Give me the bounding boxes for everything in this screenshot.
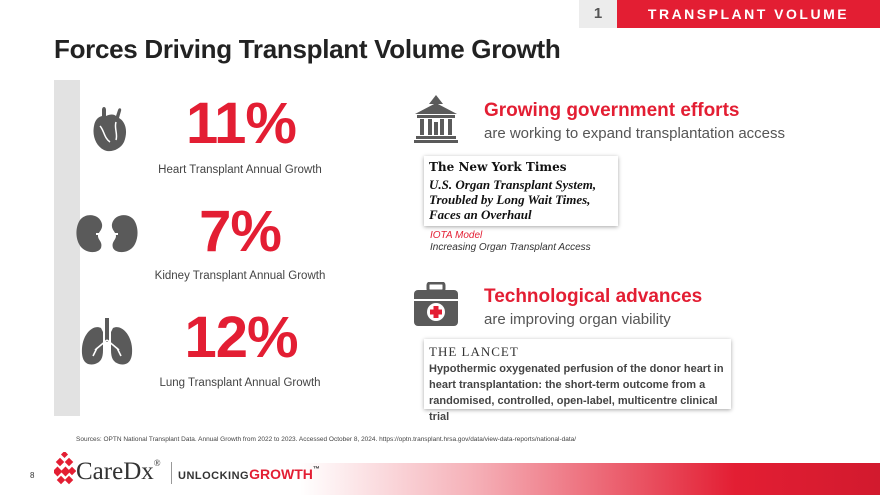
nyt-masthead: The New York Times <box>429 160 567 174</box>
kidney-growth-value: 7% <box>199 199 282 264</box>
page-title: Forces Driving Transplant Volume Growth <box>54 34 561 64</box>
kidney-icon <box>74 212 140 254</box>
technology-subheading: are improving organ viability <box>484 311 671 328</box>
sources-note: Sources: OPTN National Transplant Data. … <box>76 436 577 443</box>
logo-divider <box>171 462 172 484</box>
heart-icon <box>88 104 130 154</box>
government-heading: Growing government efforts <box>484 100 740 121</box>
lung-growth-label: Lung Transplant Annual Growth <box>159 377 321 389</box>
section-title: TRANSPLANT VOLUME <box>617 0 880 28</box>
government-subheading: are working to expand transplantation ac… <box>484 125 786 142</box>
side-accent-bar <box>54 80 80 416</box>
tagline: UNLOCKINGGROWTH™ <box>178 466 321 482</box>
kidney-growth-label: Kidney Transplant Annual Growth <box>154 270 326 282</box>
government-building-icon <box>413 94 459 144</box>
lancet-headline: Hypothermic oxygenated perfusion of the … <box>429 363 724 423</box>
nyt-headline: U.S. Organ Transplant System, Troubled b… <box>429 177 597 222</box>
lungs-icon <box>79 318 135 368</box>
lancet-article-card: THE LANCET Hypothermic oxygenated perfus… <box>424 339 731 423</box>
footer-band <box>300 463 880 495</box>
technology-heading: Technological advances <box>484 286 703 307</box>
page-number: 8 <box>30 471 35 480</box>
caredx-logo: CareDx® <box>76 458 161 485</box>
nyt-article-card: The New York Times U.S. Organ Transplant… <box>424 156 618 226</box>
iota-model-subtitle: Increasing Organ Transplant Access <box>430 242 591 253</box>
section-number: 1 <box>579 0 617 28</box>
medical-kit-icon <box>413 282 459 328</box>
iota-model-title: IOTA Model <box>430 230 483 241</box>
caredx-logo-mark-icon <box>54 452 76 486</box>
lancet-masthead: THE LANCET <box>429 344 519 359</box>
heart-growth-label: Heart Transplant Annual Growth <box>158 164 322 176</box>
lung-growth-value: 12% <box>184 305 298 370</box>
heart-growth-value: 11% <box>186 91 297 156</box>
